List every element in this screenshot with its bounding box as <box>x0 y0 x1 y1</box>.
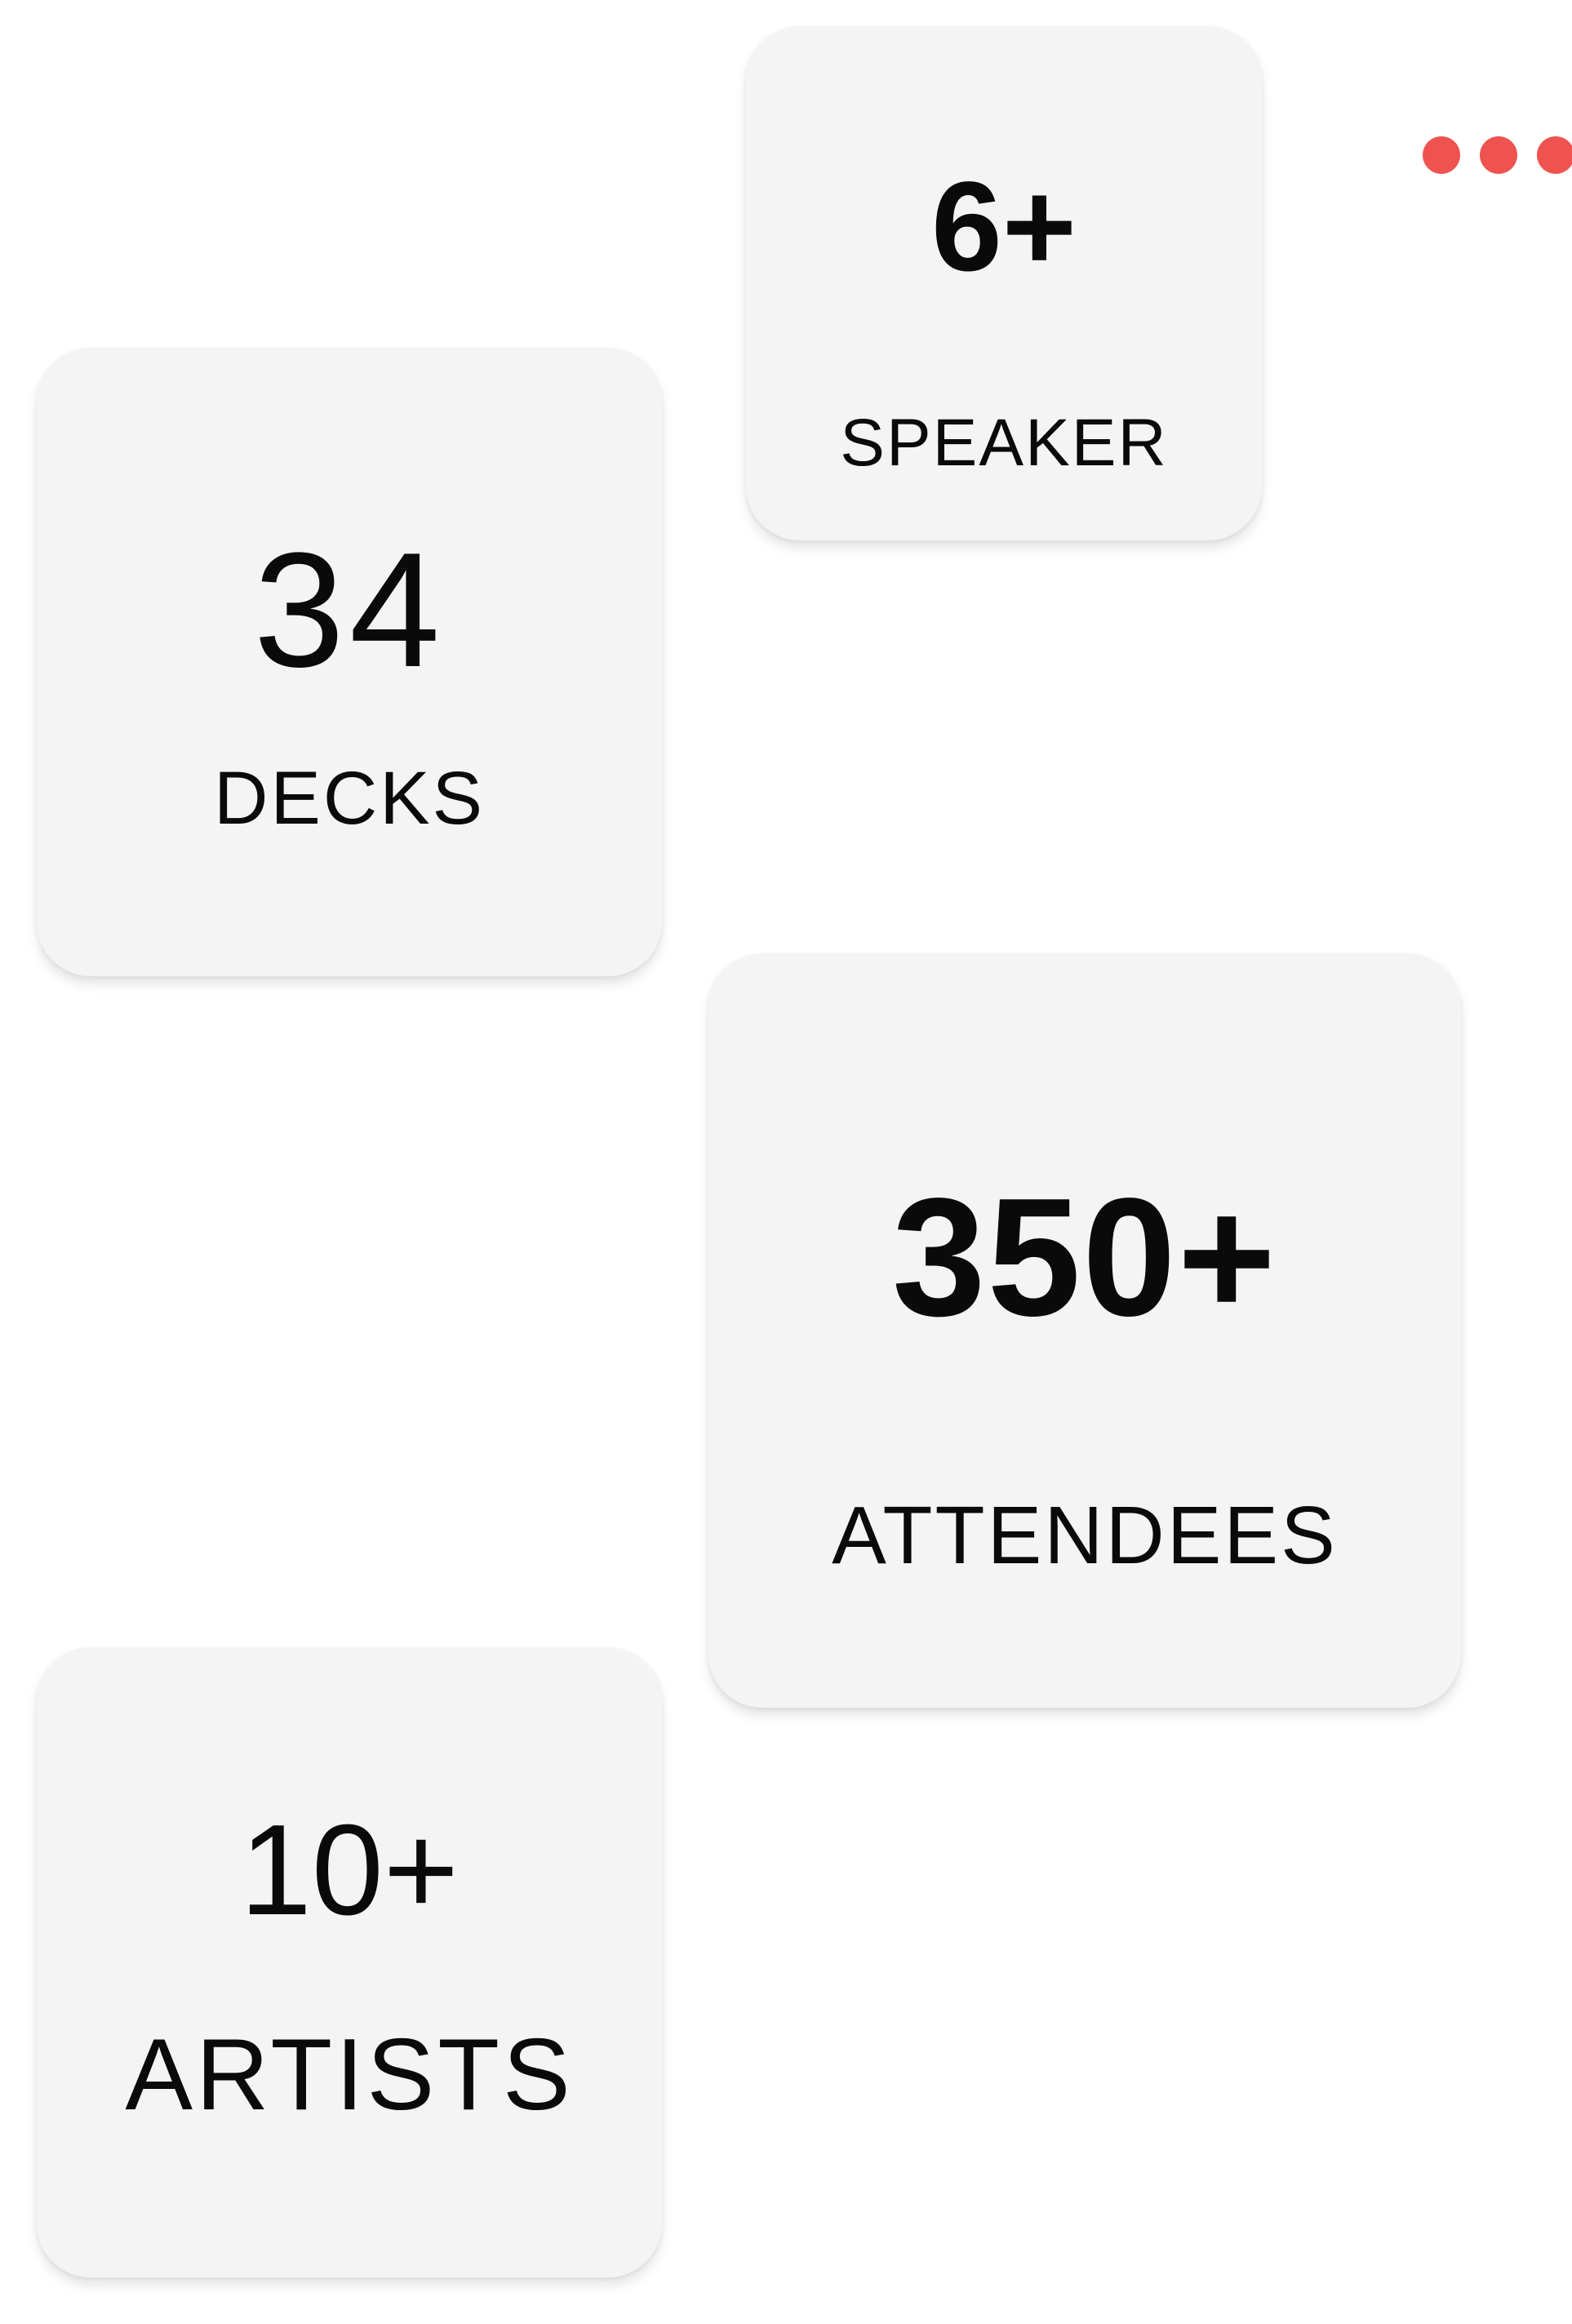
dot <box>1537 136 1572 174</box>
stat-value: 34 <box>253 519 446 701</box>
dot <box>1423 136 1460 174</box>
stat-value: 10+ <box>239 1798 459 1942</box>
stat-label: ATTENDEES <box>832 1490 1338 1581</box>
stat-value: 6+ <box>931 156 1077 298</box>
more-dots-icon <box>1423 136 1572 176</box>
stat-card-artists: 10+ ARTISTS <box>37 1647 662 2277</box>
stat-label: ARTISTS <box>125 2019 574 2131</box>
stat-value: 350+ <box>891 1163 1277 1351</box>
dot <box>1480 136 1517 174</box>
stat-card-decks: 34 DECKS <box>37 348 662 976</box>
stat-card-speaker: 6+ SPEAKER <box>746 26 1262 540</box>
stat-card-attendees: 350+ ATTENDEES <box>708 953 1461 1708</box>
stat-label: SPEAKER <box>840 406 1168 480</box>
stat-label: DECKS <box>214 757 485 840</box>
